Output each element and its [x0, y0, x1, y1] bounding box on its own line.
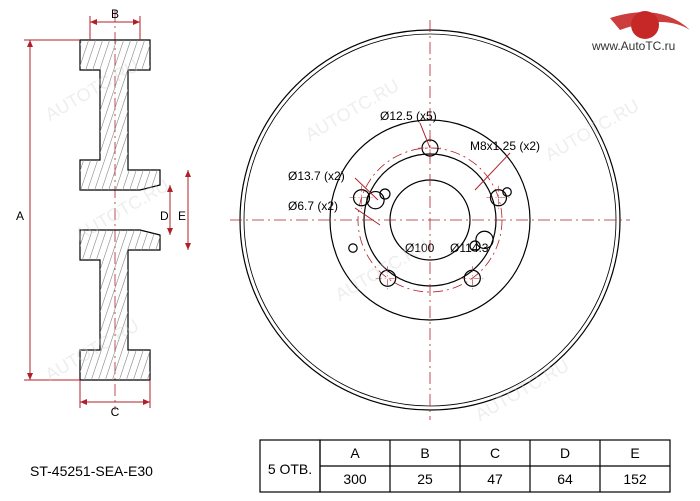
- logo: www.AutoTC.ru: [591, 11, 690, 53]
- table-value: 47: [487, 471, 503, 487]
- logo-url: www.AutoTC.ru: [591, 39, 675, 53]
- callout: Ø100: [405, 241, 435, 255]
- svg-text:C: C: [111, 405, 120, 419]
- table-value: 152: [623, 471, 647, 487]
- table-value: 300: [343, 471, 367, 487]
- table-value: 64: [557, 471, 573, 487]
- hole-count: 5 ОТВ.: [268, 461, 312, 477]
- table-header: C: [490, 445, 500, 461]
- svg-text:A: A: [16, 209, 24, 223]
- svg-text:B: B: [111, 7, 119, 21]
- callout: Ø12.5 (x5): [380, 109, 437, 123]
- table-value: 25: [417, 471, 433, 487]
- table-header: B: [420, 445, 429, 461]
- svg-text:E: E: [178, 209, 186, 223]
- svg-text:D: D: [160, 209, 169, 223]
- cross-section: B C A DE: [0, 7, 204, 419]
- callout: Ø6.7 (x2): [288, 199, 338, 213]
- table-header: D: [560, 445, 570, 461]
- table-header: A: [350, 445, 360, 461]
- callout: M8x1.25 (x2): [470, 139, 540, 153]
- dimension-table: A 300 B 25 C 47 D 64 E 152 5 ОТВ.: [260, 440, 670, 492]
- part-number: ST-45251-SEA-E30: [30, 463, 153, 479]
- front-view: Ø12.5 (x5) Ø13.7 (x2) Ø6.7 (x2) M8x1.25 (x2…: [230, 20, 630, 420]
- callout: Ø13.7 (x2): [288, 169, 345, 183]
- table-header: E: [630, 445, 639, 461]
- callout: Ø114.3: [450, 241, 489, 255]
